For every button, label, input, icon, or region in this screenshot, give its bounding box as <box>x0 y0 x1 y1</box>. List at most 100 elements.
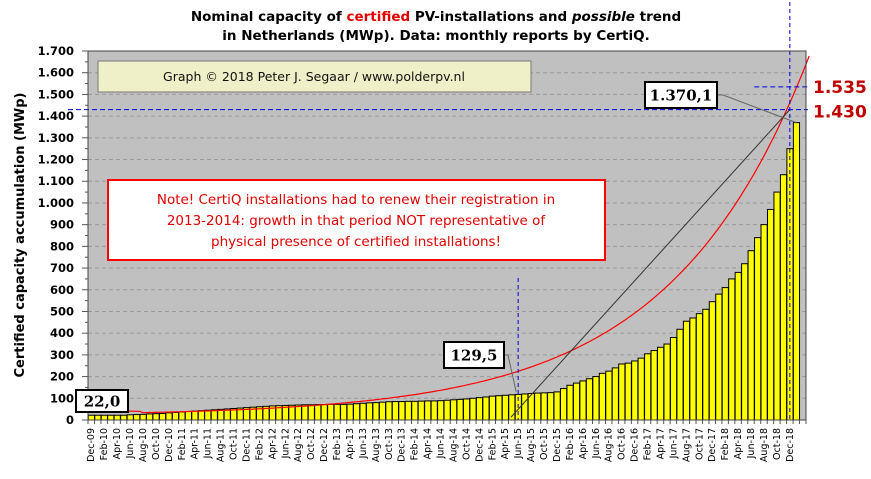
x-tick-label: Feb-11 <box>177 428 188 460</box>
bar <box>747 250 755 421</box>
y-tick-label: 400 <box>50 326 74 340</box>
y-tick-label: 1.200 <box>38 153 74 167</box>
x-tick-label: Oct-12 <box>306 428 317 460</box>
x-tick-label: Dec-10 <box>164 428 175 462</box>
bar <box>741 263 749 421</box>
callout-box <box>443 341 505 369</box>
x-tick-label: Aug-10 <box>138 428 149 462</box>
bar <box>398 401 406 421</box>
bar <box>773 191 781 421</box>
bar <box>385 401 393 421</box>
bar <box>133 414 141 421</box>
bar <box>191 410 199 421</box>
bar <box>695 313 704 421</box>
x-tick-label: Feb-10 <box>99 428 110 460</box>
y-tick-label: 1.400 <box>38 109 74 123</box>
chart-title-line1: Nominal capacity of certified PV-install… <box>191 9 681 25</box>
bar <box>676 328 684 421</box>
projection-labels: 1.535 1.430 <box>813 78 867 123</box>
bar <box>359 402 367 421</box>
note-box: Note! CertiQ installations had to renew … <box>107 179 606 261</box>
bar <box>372 402 380 421</box>
x-tick-label: Oct-15 <box>539 428 550 460</box>
x-tick-label: Oct-11 <box>229 428 240 460</box>
projection-label: 1.430 <box>813 103 867 123</box>
bar <box>689 317 697 421</box>
bar <box>657 346 665 421</box>
x-tick-label: Oct-13 <box>384 428 395 460</box>
axes-group <box>82 50 807 424</box>
bar <box>650 350 658 421</box>
bar <box>760 224 768 421</box>
bar <box>572 382 581 421</box>
title-part: trend <box>635 9 681 25</box>
bar <box>611 367 619 421</box>
x-tick-label: Oct-17 <box>694 428 705 460</box>
bar <box>365 402 374 421</box>
bar <box>637 357 645 421</box>
bar <box>721 287 729 421</box>
linear-line <box>510 109 791 418</box>
bar <box>165 412 173 421</box>
bar <box>100 414 108 421</box>
x-tick-label: Aug-15 <box>526 428 537 462</box>
bar <box>139 413 147 421</box>
bar <box>404 400 412 421</box>
title-part: PV-installations and <box>410 9 572 25</box>
x-tick-label: Jun-10 <box>125 428 136 459</box>
x-tick-label: Jun-11 <box>203 428 214 459</box>
x-tick-label: Jun-17 <box>668 428 679 459</box>
x-tick-label: Oct-18 <box>772 428 783 460</box>
y-tick-label: 900 <box>50 218 74 232</box>
x-tick-label: Jun-14 <box>436 428 447 459</box>
bar <box>534 392 542 421</box>
x-tick-labels: Dec-09 Feb-10 Apr-10 Jun-10 Aug-10 Oct-10 Dec-… <box>86 428 796 462</box>
x-tick-label: Dec-11 <box>241 428 252 462</box>
y-tick-labels: 0 100 200 300 400 500 600 700 800 900 1.000 1.100 1.… <box>38 44 74 427</box>
title-part: certified <box>346 9 410 25</box>
bar <box>411 400 419 421</box>
y-tick-label: 0 <box>66 413 74 427</box>
trend-line <box>91 55 810 414</box>
callout-2: 1.370,1 <box>644 81 797 124</box>
x-tick-label: Dec-09 <box>86 428 97 462</box>
x-tick-label: Jun-18 <box>746 428 757 459</box>
bar <box>663 343 671 421</box>
bar <box>469 397 477 421</box>
bar <box>605 370 613 421</box>
credit-box: Graph © 2018 Peter J. Segaar / www.polde… <box>97 60 532 93</box>
x-tick-label: Aug-14 <box>448 428 459 462</box>
x-tick-label: Jun-12 <box>280 428 291 459</box>
y-tick-label: 200 <box>50 370 74 384</box>
bar <box>437 400 445 421</box>
x-tick-label: Dec-12 <box>319 428 330 462</box>
y-tick-label: 1.700 <box>38 44 74 58</box>
bar <box>592 376 600 421</box>
bar <box>708 301 716 421</box>
bar <box>702 308 710 421</box>
bar <box>501 394 509 421</box>
bar <box>553 391 561 421</box>
x-tick-label: Aug-13 <box>371 428 382 462</box>
x-tick-label: Apr-11 <box>190 428 201 459</box>
x-tick-label: Jun-15 <box>513 428 524 459</box>
y-tick-label: 1.500 <box>38 87 74 101</box>
callouts-group: 22,0 129,5 1.370,1 <box>75 81 797 413</box>
bar <box>204 409 212 421</box>
x-tick-label: Apr-16 <box>578 428 589 459</box>
y-tick-label: 800 <box>50 239 74 253</box>
note-line-1: Note! CertiQ installations had to renew … <box>157 192 555 208</box>
bar <box>417 400 425 421</box>
bar <box>792 122 801 421</box>
x-tick-label: Dec-15 <box>552 428 563 462</box>
x-tick-label: Dec-17 <box>707 428 718 462</box>
bar <box>669 337 678 421</box>
bar <box>754 237 762 421</box>
bar <box>579 380 587 421</box>
x-tick-label: Jun-13 <box>358 428 369 459</box>
bar <box>184 411 192 421</box>
bar <box>378 401 387 421</box>
bar <box>197 410 205 421</box>
bar <box>327 403 335 421</box>
bar <box>715 293 723 421</box>
